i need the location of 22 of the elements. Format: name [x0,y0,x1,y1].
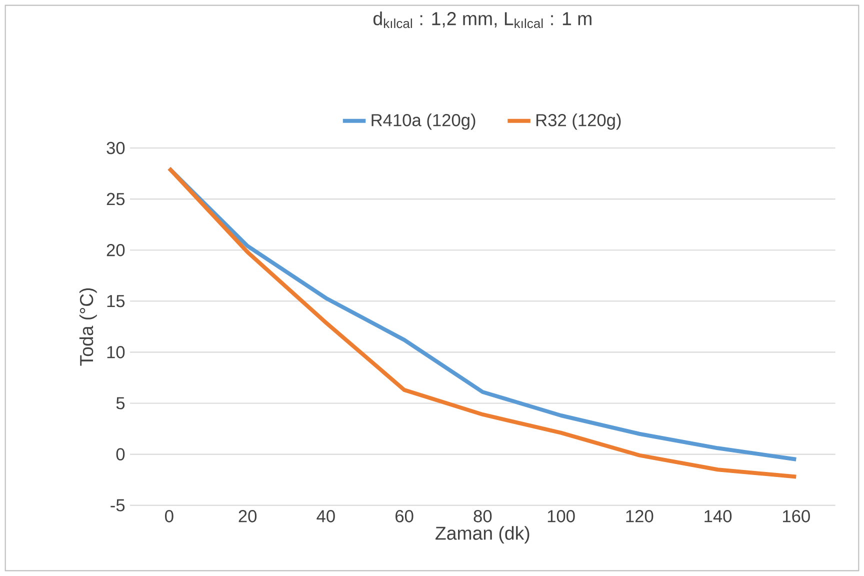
y-tick-label: 20 [106,244,125,256]
x-tick-label: 140 [704,510,732,522]
y-tick-label: 25 [106,192,125,206]
y-tick-label: -5 [110,499,125,512]
x-tick-label: 20 [238,510,257,522]
legend-label: R410a (120g) [372,114,476,130]
legend-label: R32 (120g) [536,114,621,130]
x-tick-label: 100 [548,510,575,522]
x-tick-label: 0 [165,510,174,522]
y-tick-label: 5 [116,397,125,410]
y-tick-label: 15 [107,295,125,308]
x-tick-label: 120 [626,510,654,522]
x-tick-label: 160 [783,510,810,522]
y-tick-label: 30 [106,142,125,154]
y-tick-label: 0 [116,448,125,460]
x-axis-title: Zaman (dk) [436,526,530,544]
y-tick-label: 10 [107,346,125,358]
chart-title: d$_{kılcal}$ : 1,2 mm, L$_{kılcal}$ : 1 m [373,12,592,28]
x-tick-label: 60 [396,510,414,522]
x-tick-label: 80 [474,510,492,522]
y-axis-title: Toda (°C) [79,288,97,366]
x-tick-label: 40 [316,510,335,522]
